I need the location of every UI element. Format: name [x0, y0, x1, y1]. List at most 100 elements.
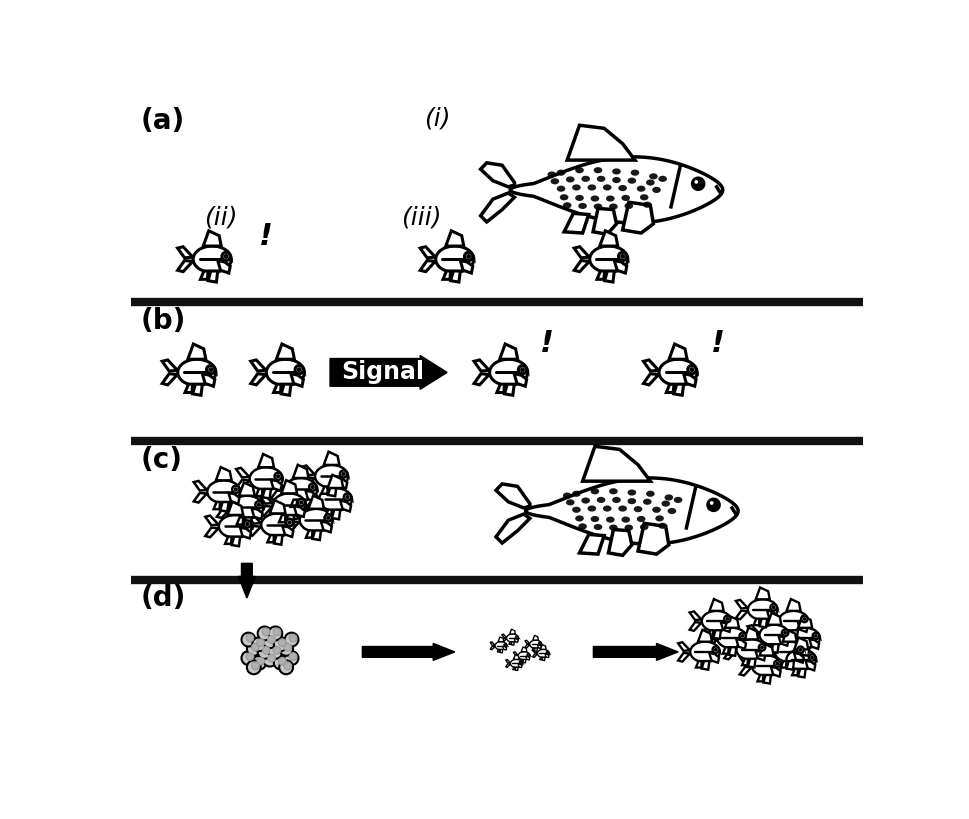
Polygon shape [232, 536, 240, 546]
Circle shape [775, 662, 778, 666]
Polygon shape [308, 495, 324, 509]
Polygon shape [741, 658, 747, 665]
Circle shape [252, 637, 266, 651]
Polygon shape [739, 667, 751, 676]
Polygon shape [229, 493, 239, 504]
Circle shape [257, 503, 261, 507]
Polygon shape [683, 373, 696, 387]
Polygon shape [763, 675, 770, 684]
Polygon shape [796, 647, 801, 654]
Ellipse shape [494, 641, 507, 649]
Polygon shape [766, 611, 776, 620]
Polygon shape [301, 477, 314, 487]
Polygon shape [499, 344, 517, 360]
Ellipse shape [590, 488, 599, 495]
Circle shape [268, 627, 282, 640]
Circle shape [262, 628, 269, 636]
Polygon shape [274, 535, 282, 545]
Polygon shape [501, 634, 506, 638]
Circle shape [289, 634, 297, 642]
Ellipse shape [786, 649, 815, 670]
Circle shape [263, 653, 276, 667]
Ellipse shape [580, 176, 589, 182]
Polygon shape [513, 652, 517, 655]
Polygon shape [291, 500, 297, 507]
Polygon shape [474, 360, 488, 371]
Ellipse shape [593, 167, 602, 174]
Polygon shape [520, 659, 522, 662]
Circle shape [272, 646, 280, 654]
Circle shape [808, 654, 815, 661]
Ellipse shape [435, 246, 473, 273]
Polygon shape [642, 360, 658, 371]
Polygon shape [801, 647, 808, 656]
Circle shape [263, 634, 276, 648]
Ellipse shape [611, 177, 620, 183]
Circle shape [345, 495, 349, 499]
Circle shape [538, 642, 541, 645]
Polygon shape [162, 360, 177, 371]
Polygon shape [480, 193, 514, 222]
Ellipse shape [661, 500, 670, 507]
Polygon shape [217, 496, 230, 506]
Polygon shape [724, 616, 738, 628]
Polygon shape [216, 467, 232, 480]
Circle shape [504, 644, 506, 646]
Circle shape [773, 660, 780, 667]
Ellipse shape [580, 497, 589, 504]
Text: (iii): (iii) [400, 206, 441, 229]
Ellipse shape [572, 491, 580, 497]
Polygon shape [805, 661, 815, 671]
Circle shape [232, 486, 239, 493]
Ellipse shape [489, 360, 527, 386]
Polygon shape [205, 516, 218, 525]
Polygon shape [753, 618, 759, 625]
Ellipse shape [562, 202, 571, 208]
Polygon shape [293, 465, 308, 478]
Polygon shape [766, 612, 778, 620]
Circle shape [760, 645, 764, 649]
Circle shape [526, 654, 529, 656]
Ellipse shape [593, 524, 602, 530]
Polygon shape [305, 500, 318, 510]
Circle shape [518, 661, 521, 664]
Polygon shape [201, 271, 208, 279]
Polygon shape [270, 491, 284, 500]
Polygon shape [188, 344, 205, 360]
Ellipse shape [589, 246, 627, 273]
Polygon shape [162, 373, 177, 385]
Circle shape [797, 646, 803, 653]
Ellipse shape [617, 505, 626, 512]
Polygon shape [256, 489, 263, 496]
Ellipse shape [596, 176, 605, 182]
Ellipse shape [642, 201, 651, 208]
Polygon shape [777, 628, 789, 637]
Ellipse shape [284, 478, 317, 501]
Polygon shape [525, 656, 529, 660]
Circle shape [287, 520, 292, 524]
Polygon shape [746, 625, 759, 634]
Circle shape [466, 254, 471, 259]
Ellipse shape [621, 195, 630, 201]
Ellipse shape [673, 497, 681, 503]
Ellipse shape [611, 169, 620, 174]
Circle shape [740, 634, 744, 638]
Circle shape [246, 634, 254, 642]
Polygon shape [259, 506, 272, 516]
Polygon shape [495, 484, 529, 508]
Polygon shape [495, 514, 529, 543]
Polygon shape [622, 202, 653, 233]
Circle shape [546, 651, 548, 654]
Circle shape [527, 654, 529, 656]
Polygon shape [269, 500, 285, 514]
Polygon shape [735, 639, 745, 649]
Polygon shape [177, 260, 193, 272]
Polygon shape [451, 271, 460, 282]
Polygon shape [336, 477, 347, 488]
Ellipse shape [606, 517, 614, 523]
Polygon shape [792, 669, 797, 675]
Polygon shape [235, 468, 249, 477]
Circle shape [694, 180, 698, 183]
Polygon shape [270, 478, 284, 488]
Polygon shape [305, 491, 316, 501]
